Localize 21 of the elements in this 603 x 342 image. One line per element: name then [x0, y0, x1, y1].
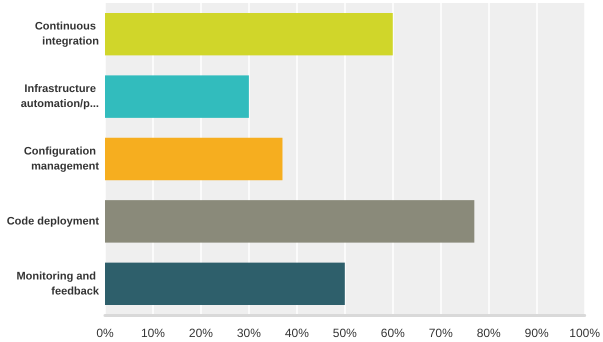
x-tick-label: 60% — [380, 326, 406, 340]
y-tick-label: Configuration management — [24, 146, 100, 172]
x-tick-label: 20% — [188, 326, 214, 340]
x-tick-label: 50% — [332, 326, 358, 340]
x-tick-label: 80% — [476, 326, 502, 340]
bar — [105, 262, 345, 306]
bar — [105, 75, 249, 118]
x-tick-label: 90% — [524, 326, 550, 340]
x-tick-label: 100% — [569, 326, 600, 340]
x-tick-label: 40% — [284, 326, 310, 340]
y-tick-label: Continuous integration — [34, 20, 100, 48]
x-tick-label: 30% — [236, 326, 262, 340]
x-tick-label: 0% — [96, 326, 114, 340]
y-tick-label: Monitoring and feedback — [16, 270, 100, 298]
x-tick-label: 10% — [140, 326, 166, 340]
bar — [105, 200, 474, 243]
bar — [105, 138, 282, 180]
bar — [105, 12, 393, 56]
x-tick-label: 70% — [428, 326, 454, 340]
y-tick-label: Code deployment — [6, 215, 100, 228]
y-tick-label: Infrastructure automation/p... — [20, 83, 99, 110]
